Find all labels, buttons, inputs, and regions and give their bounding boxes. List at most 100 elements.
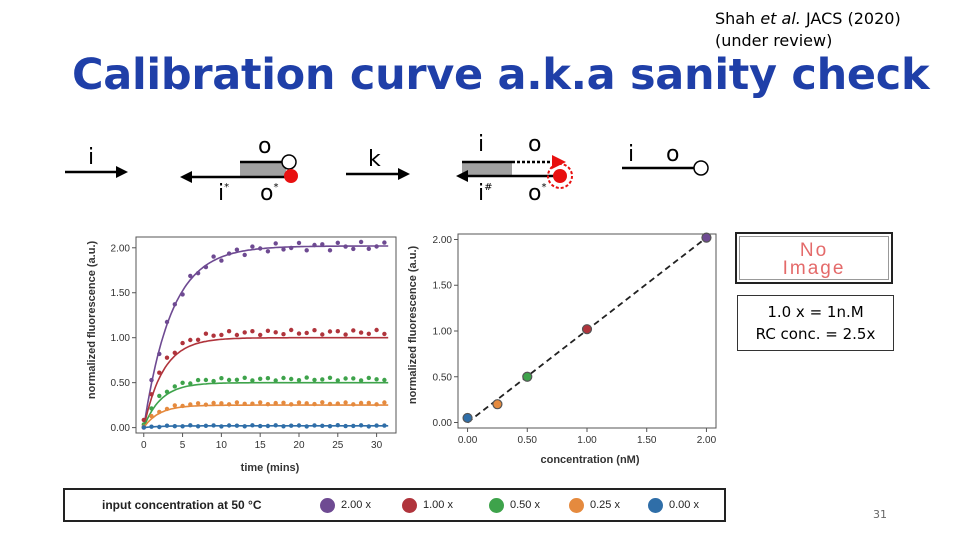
citation-authors: Shah (715, 9, 761, 28)
legend-dot-000x (648, 498, 663, 513)
no-image-line-2: Image (782, 258, 846, 279)
kinetics-point-050x (382, 377, 387, 383)
kinetics-point-025x (226, 402, 232, 407)
kinetics-point-200x (366, 246, 371, 251)
kinetics-point-100x (382, 331, 387, 337)
g3-arrowhead (398, 168, 410, 180)
kinetics-point-025x (374, 402, 379, 407)
kinetics-point-050x (250, 378, 255, 383)
kinetics-point-000x (335, 423, 340, 428)
kinetics-point-200x (203, 264, 209, 270)
calibration-y-tick-label: 0.00 (433, 418, 453, 429)
calibration-series (462, 232, 712, 424)
kinetics-point-000x (203, 423, 209, 428)
kinetics-point-100x (195, 337, 201, 342)
kinetics-point-025x (320, 400, 325, 405)
kinetics-point-100x (180, 340, 185, 346)
g4-top-left-label: i (478, 132, 484, 157)
legend-label-2x: 2.00 x (341, 499, 371, 511)
g2-bottom-right-label: o* (260, 181, 278, 206)
kinetics-point-050x (335, 378, 340, 383)
kinetics-point-000x (281, 424, 286, 429)
kinetics-point-050x (343, 376, 348, 381)
kinetics-point-050x (164, 389, 170, 394)
kinetics-point-050x (226, 377, 232, 383)
kinetics-point-050x (149, 406, 154, 411)
note-line-1: 1.0 x = 1n.M (767, 303, 864, 321)
kinetics-point-025x (180, 403, 185, 409)
no-image-line-1: No (799, 240, 829, 261)
citation-etal: et al. (760, 9, 801, 28)
g2-top-label: o (258, 134, 271, 159)
kinetics-point-025x (312, 401, 317, 407)
kinetics-point-200x (258, 246, 263, 251)
kinetics-point-200x (289, 245, 294, 251)
kinetics-x-tick-label: 20 (293, 440, 305, 451)
citation-line-1: Shah et al. JACS (2020) (715, 8, 901, 30)
kinetics-point-200x (265, 249, 271, 254)
kinetics-point-000x (226, 423, 232, 428)
kinetics-point-000x (195, 424, 201, 429)
legend-label-025x: 0.25 x (590, 499, 620, 511)
calibration-x-tick-label: 1.00 (577, 435, 597, 446)
legend-dot-025x (569, 498, 584, 513)
g2-duplex (240, 162, 286, 177)
kinetics-point-025x (203, 402, 209, 407)
kinetics-point-025x (366, 400, 371, 406)
kinetics-point-025x (289, 402, 294, 407)
kinetics-point-025x (250, 401, 255, 406)
kinetics-point-025x (281, 400, 286, 405)
kinetics-point-100x (327, 329, 333, 334)
kinetics-point-000x (304, 424, 309, 429)
kinetics-point-025x (157, 409, 162, 415)
kinetics-point-050x (188, 381, 193, 386)
kinetics-point-025x (343, 400, 348, 405)
kinetics-point-000x (250, 423, 255, 428)
calibration-x-tick-label: 2.00 (697, 435, 717, 446)
kinetics-point-025x (358, 400, 364, 406)
kinetics-point-000x (351, 423, 356, 429)
kinetics-point-100x (312, 328, 317, 333)
kinetics-point-000x (258, 423, 263, 429)
g1-arrowhead (116, 166, 128, 178)
kinetics-point-000x (382, 423, 387, 428)
kinetics-point-000x (289, 423, 294, 428)
kinetics-point-025x (149, 413, 154, 419)
g5-right-label: o (666, 142, 679, 167)
kinetics-point-050x (289, 376, 294, 382)
calibration-point (581, 324, 593, 335)
kinetics-point-000x (157, 424, 162, 430)
kinetics-point-050x (242, 375, 247, 380)
g4-bottom-left-label: i# (478, 181, 493, 206)
kinetics-point-050x (203, 377, 209, 383)
kinetics-point-100x (203, 331, 209, 336)
g4-bottom-right-label: o* (528, 181, 546, 206)
kinetics-point-200x (382, 240, 387, 245)
kinetics-fit-050x (143, 381, 389, 428)
kinetics-point-000x (188, 423, 193, 428)
kinetics-point-050x (351, 376, 356, 381)
kinetics-point-050x (180, 380, 185, 385)
kinetics-point-100x (273, 330, 278, 335)
kinetics-point-000x (141, 425, 146, 430)
kinetics-point-200x (343, 244, 348, 249)
kinetics-point-200x (351, 246, 356, 252)
kinetics-point-050x (157, 393, 162, 399)
kinetics-point-000x (265, 423, 271, 429)
kinetics-point-025x (335, 401, 340, 406)
kinetics-plot-frame (135, 236, 397, 434)
kinetics-point-100x (366, 331, 371, 336)
kinetics-point-100x (172, 350, 177, 355)
kinetics-point-100x (304, 330, 309, 336)
legend-dot-050x (489, 498, 504, 513)
kinetics-point-200x (281, 247, 286, 252)
kinetics-point-200x (180, 292, 185, 297)
kinetics-fit-200x (143, 245, 389, 428)
kinetics-point-050x (258, 376, 263, 381)
kinetics-point-025x (195, 401, 201, 406)
kinetics-point-050x (195, 377, 201, 383)
kinetics-point-200x (304, 248, 309, 253)
g2-bottom-left-label: i* (218, 181, 229, 206)
kinetics-point-200x (157, 351, 162, 357)
calibration-point (701, 232, 712, 243)
